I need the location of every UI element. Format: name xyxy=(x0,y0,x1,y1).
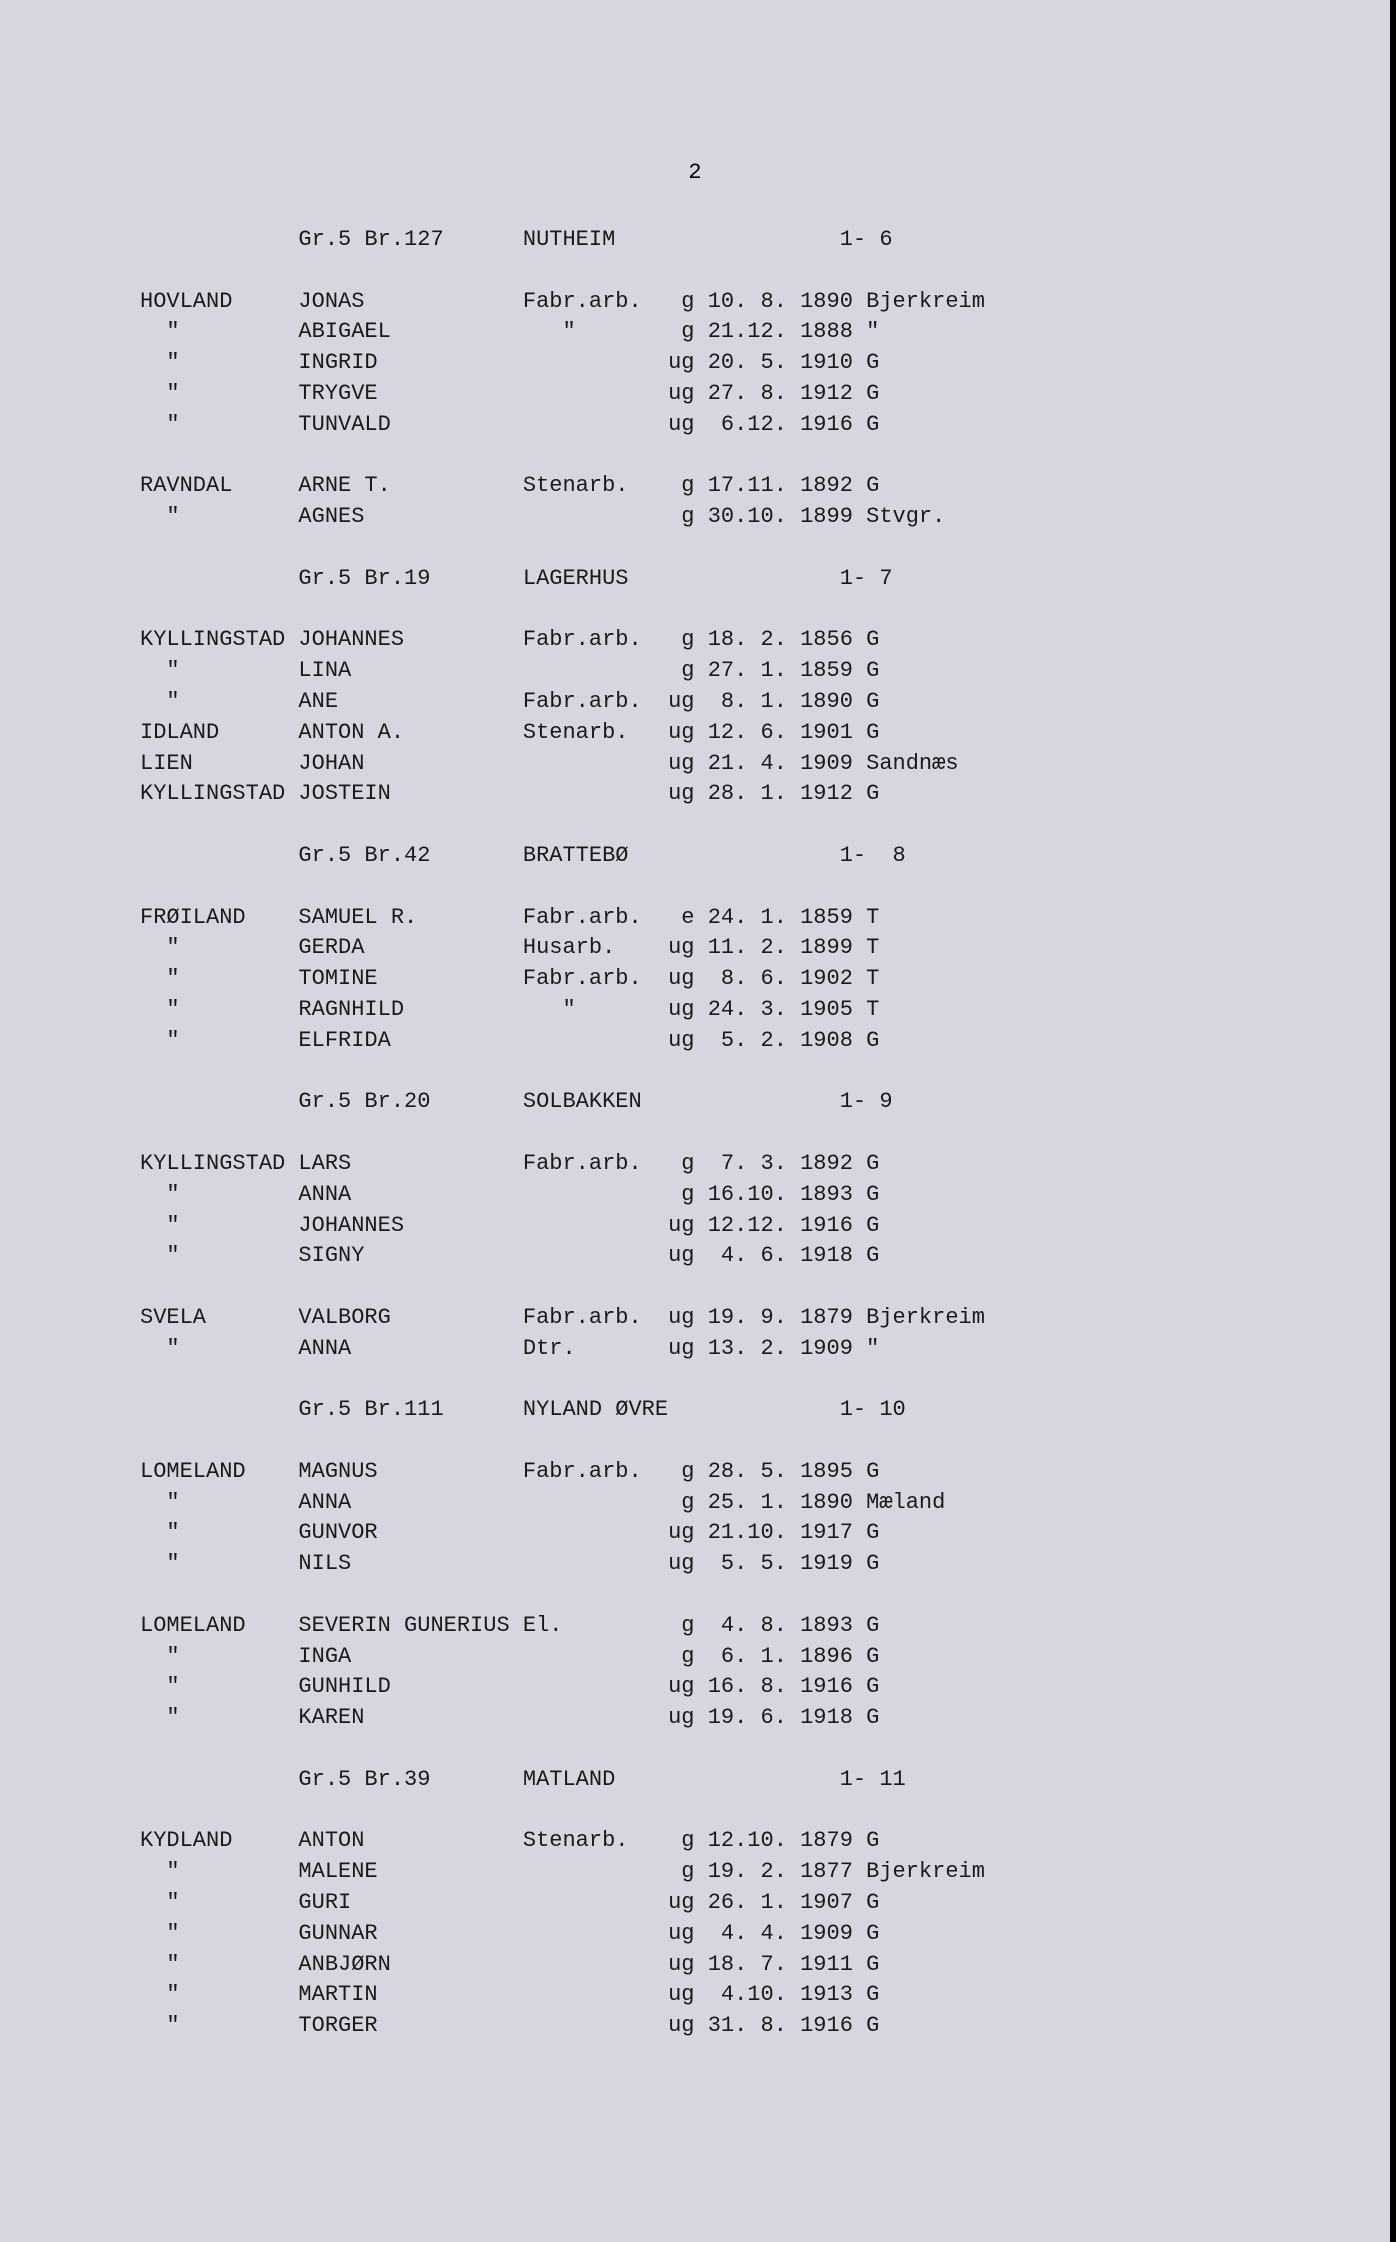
document-page: 2 Gr.5 Br.127 NUTHEIM 1- 6 HOVLAND JONAS… xyxy=(0,0,1396,2242)
page-number: 2 xyxy=(140,160,1250,185)
document-content: Gr.5 Br.127 NUTHEIM 1- 6 HOVLAND JONAS F… xyxy=(140,225,1250,2042)
